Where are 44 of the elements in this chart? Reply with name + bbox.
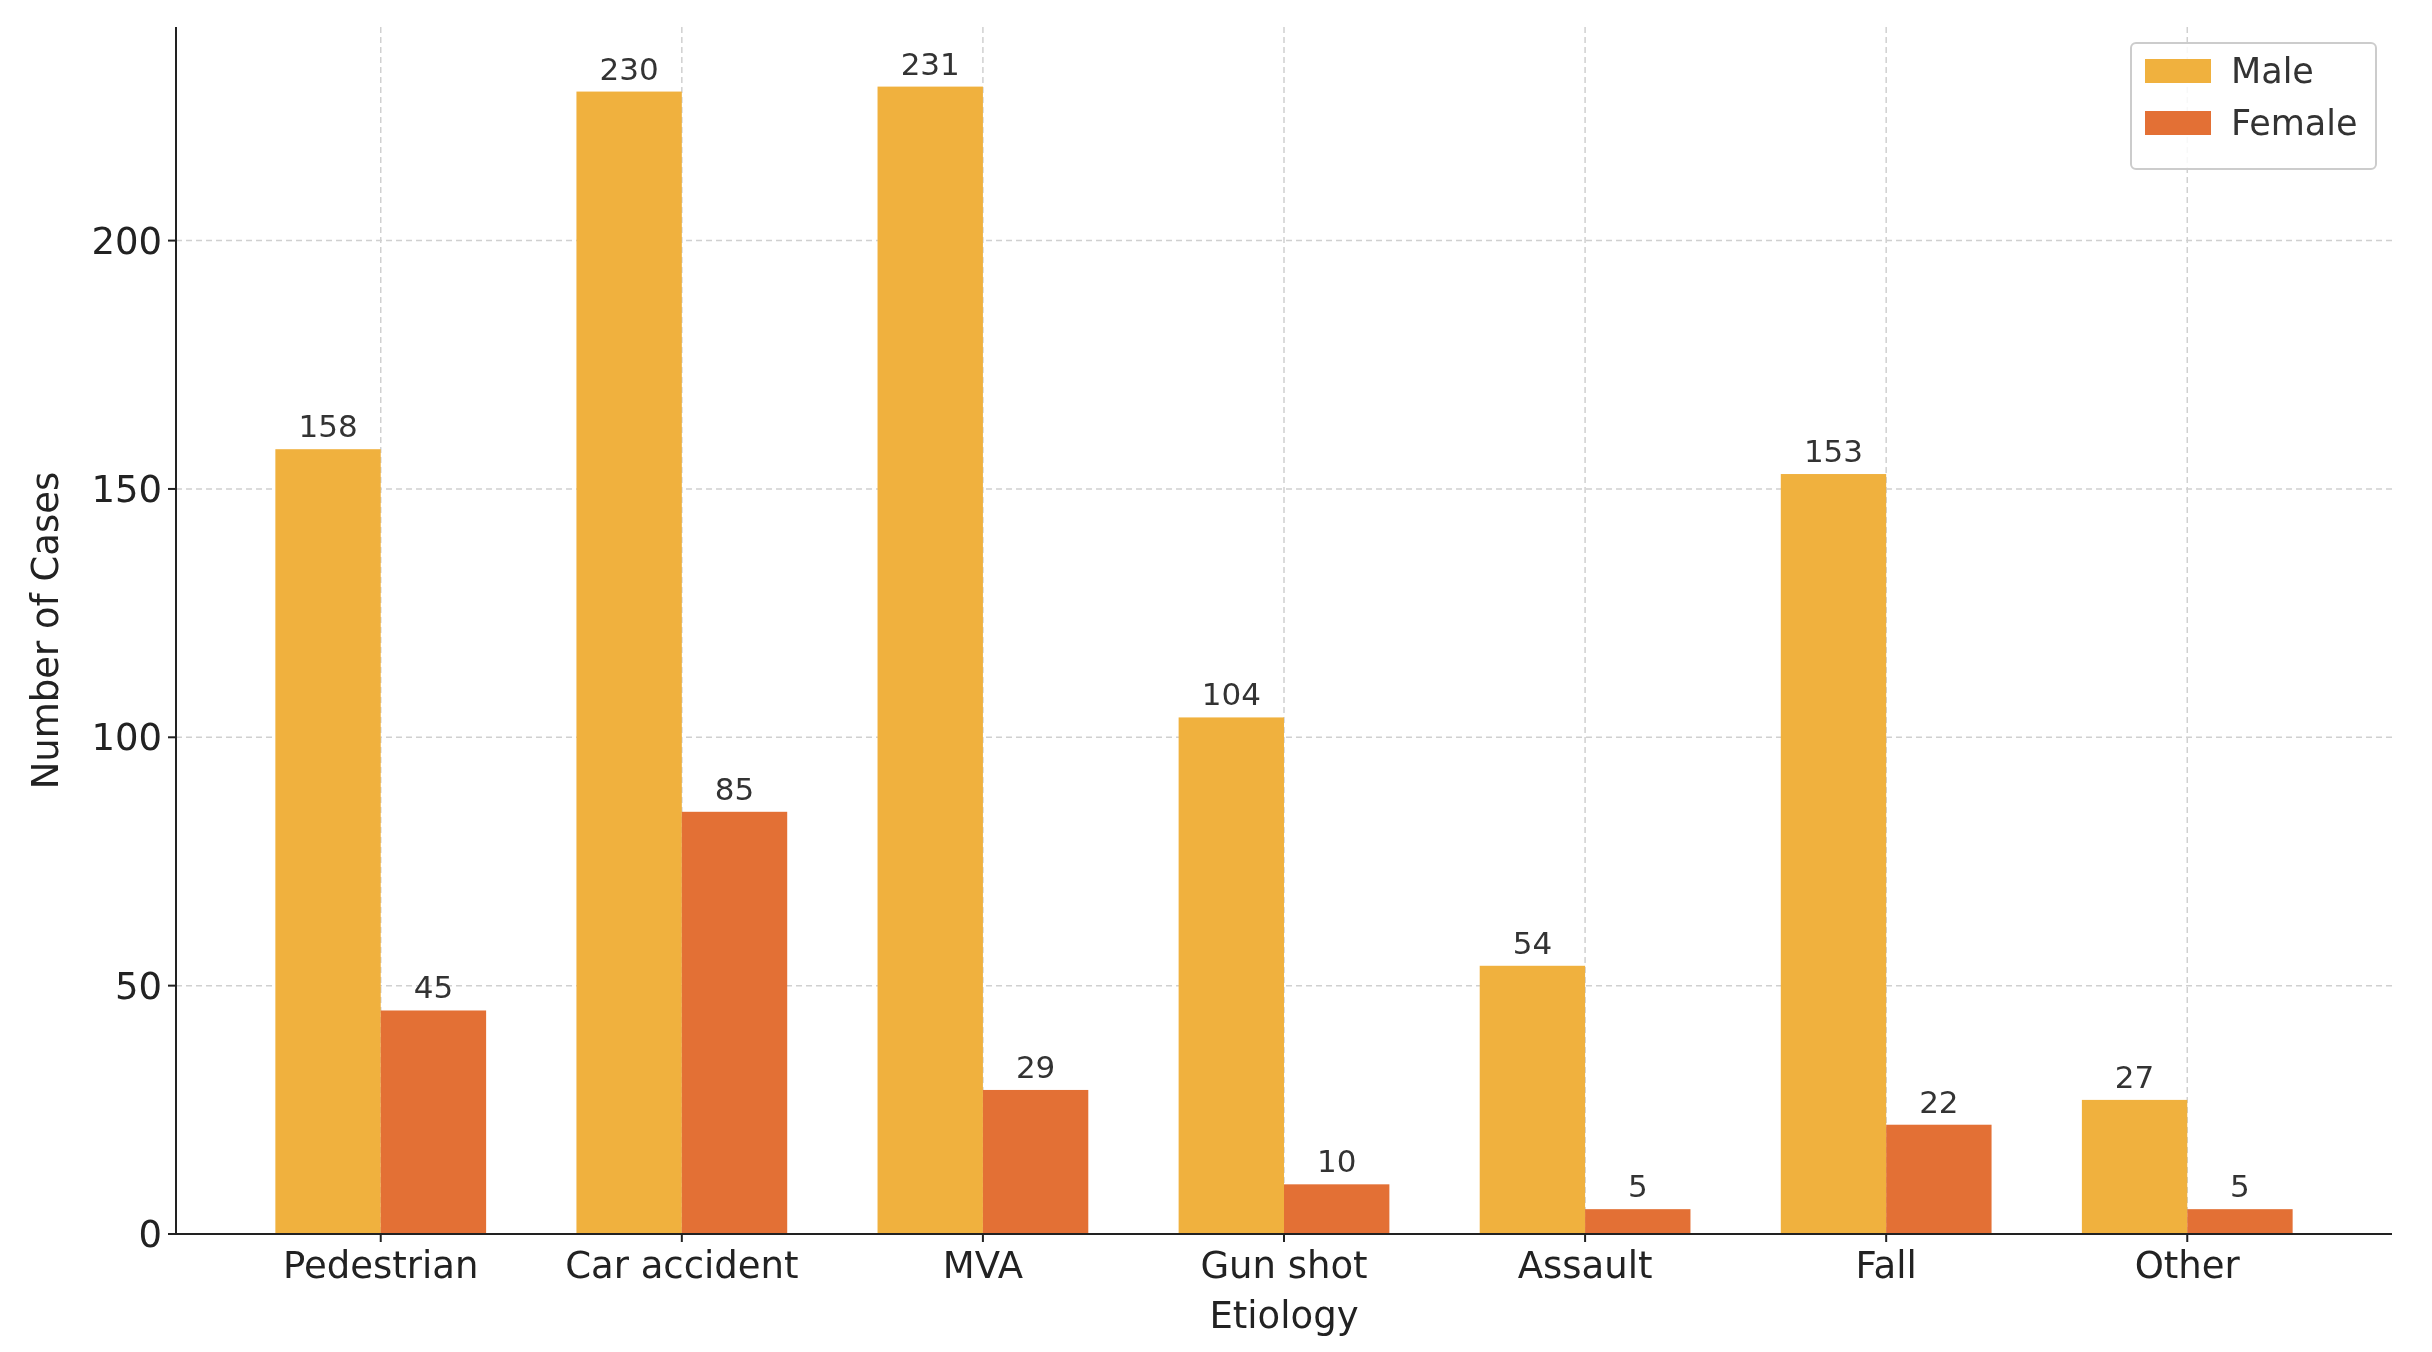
data-label: 27: [2114, 1058, 2155, 1095]
bar: [877, 86, 983, 1234]
y-tick-label: 200: [91, 219, 162, 263]
x-axis-title: Etiology: [1209, 1294, 1359, 1337]
bar: [576, 91, 682, 1234]
bar: [681, 811, 788, 1234]
data-label: 158: [298, 408, 358, 445]
data-label: 45: [413, 969, 454, 1006]
y-tick-label: 0: [138, 1212, 162, 1256]
x-tick-label: Pedestrian: [283, 1244, 479, 1287]
data-label: 231: [900, 45, 960, 82]
bar: [275, 449, 381, 1234]
x-tick-label: MVA: [942, 1244, 1024, 1287]
bar: [2081, 1099, 2188, 1234]
data-label: 153: [1803, 433, 1864, 470]
bar: [1479, 965, 1586, 1234]
y-tick-label: 100: [91, 716, 162, 760]
data-label: 104: [1201, 676, 1261, 713]
data-label: 10: [1316, 1143, 1357, 1180]
y-tick-label: 150: [91, 467, 162, 511]
data-label: 85: [714, 770, 755, 807]
x-tick-label: Car accident: [565, 1244, 799, 1287]
bar: [2187, 1209, 2293, 1234]
bar: [1780, 474, 1887, 1234]
bar: [1585, 1209, 1691, 1234]
x-tick-label: Fall: [1855, 1244, 1917, 1287]
legend-label: Male: [2231, 51, 2314, 92]
data-label: 5: [2230, 1168, 2250, 1205]
x-tick-label: Assault: [1517, 1244, 1653, 1287]
bar: [1178, 717, 1284, 1234]
data-label: 230: [599, 50, 659, 87]
data-label: 5: [1627, 1168, 1648, 1205]
x-tick-label: Other: [2134, 1244, 2241, 1287]
data-label: 22: [1919, 1083, 1959, 1120]
bar: [1284, 1184, 1390, 1234]
data-label: 54: [1512, 924, 1553, 961]
legend-label: Female: [2231, 103, 2358, 144]
y-tick-label: 50: [114, 964, 162, 1008]
x-tick-label: Gun shot: [1200, 1244, 1368, 1287]
bar: [982, 1089, 1089, 1234]
bar: [1886, 1124, 1992, 1234]
data-label: 29: [1015, 1048, 1056, 1085]
bar: [380, 1010, 487, 1234]
y-axis-title: Number of Cases: [24, 471, 67, 790]
